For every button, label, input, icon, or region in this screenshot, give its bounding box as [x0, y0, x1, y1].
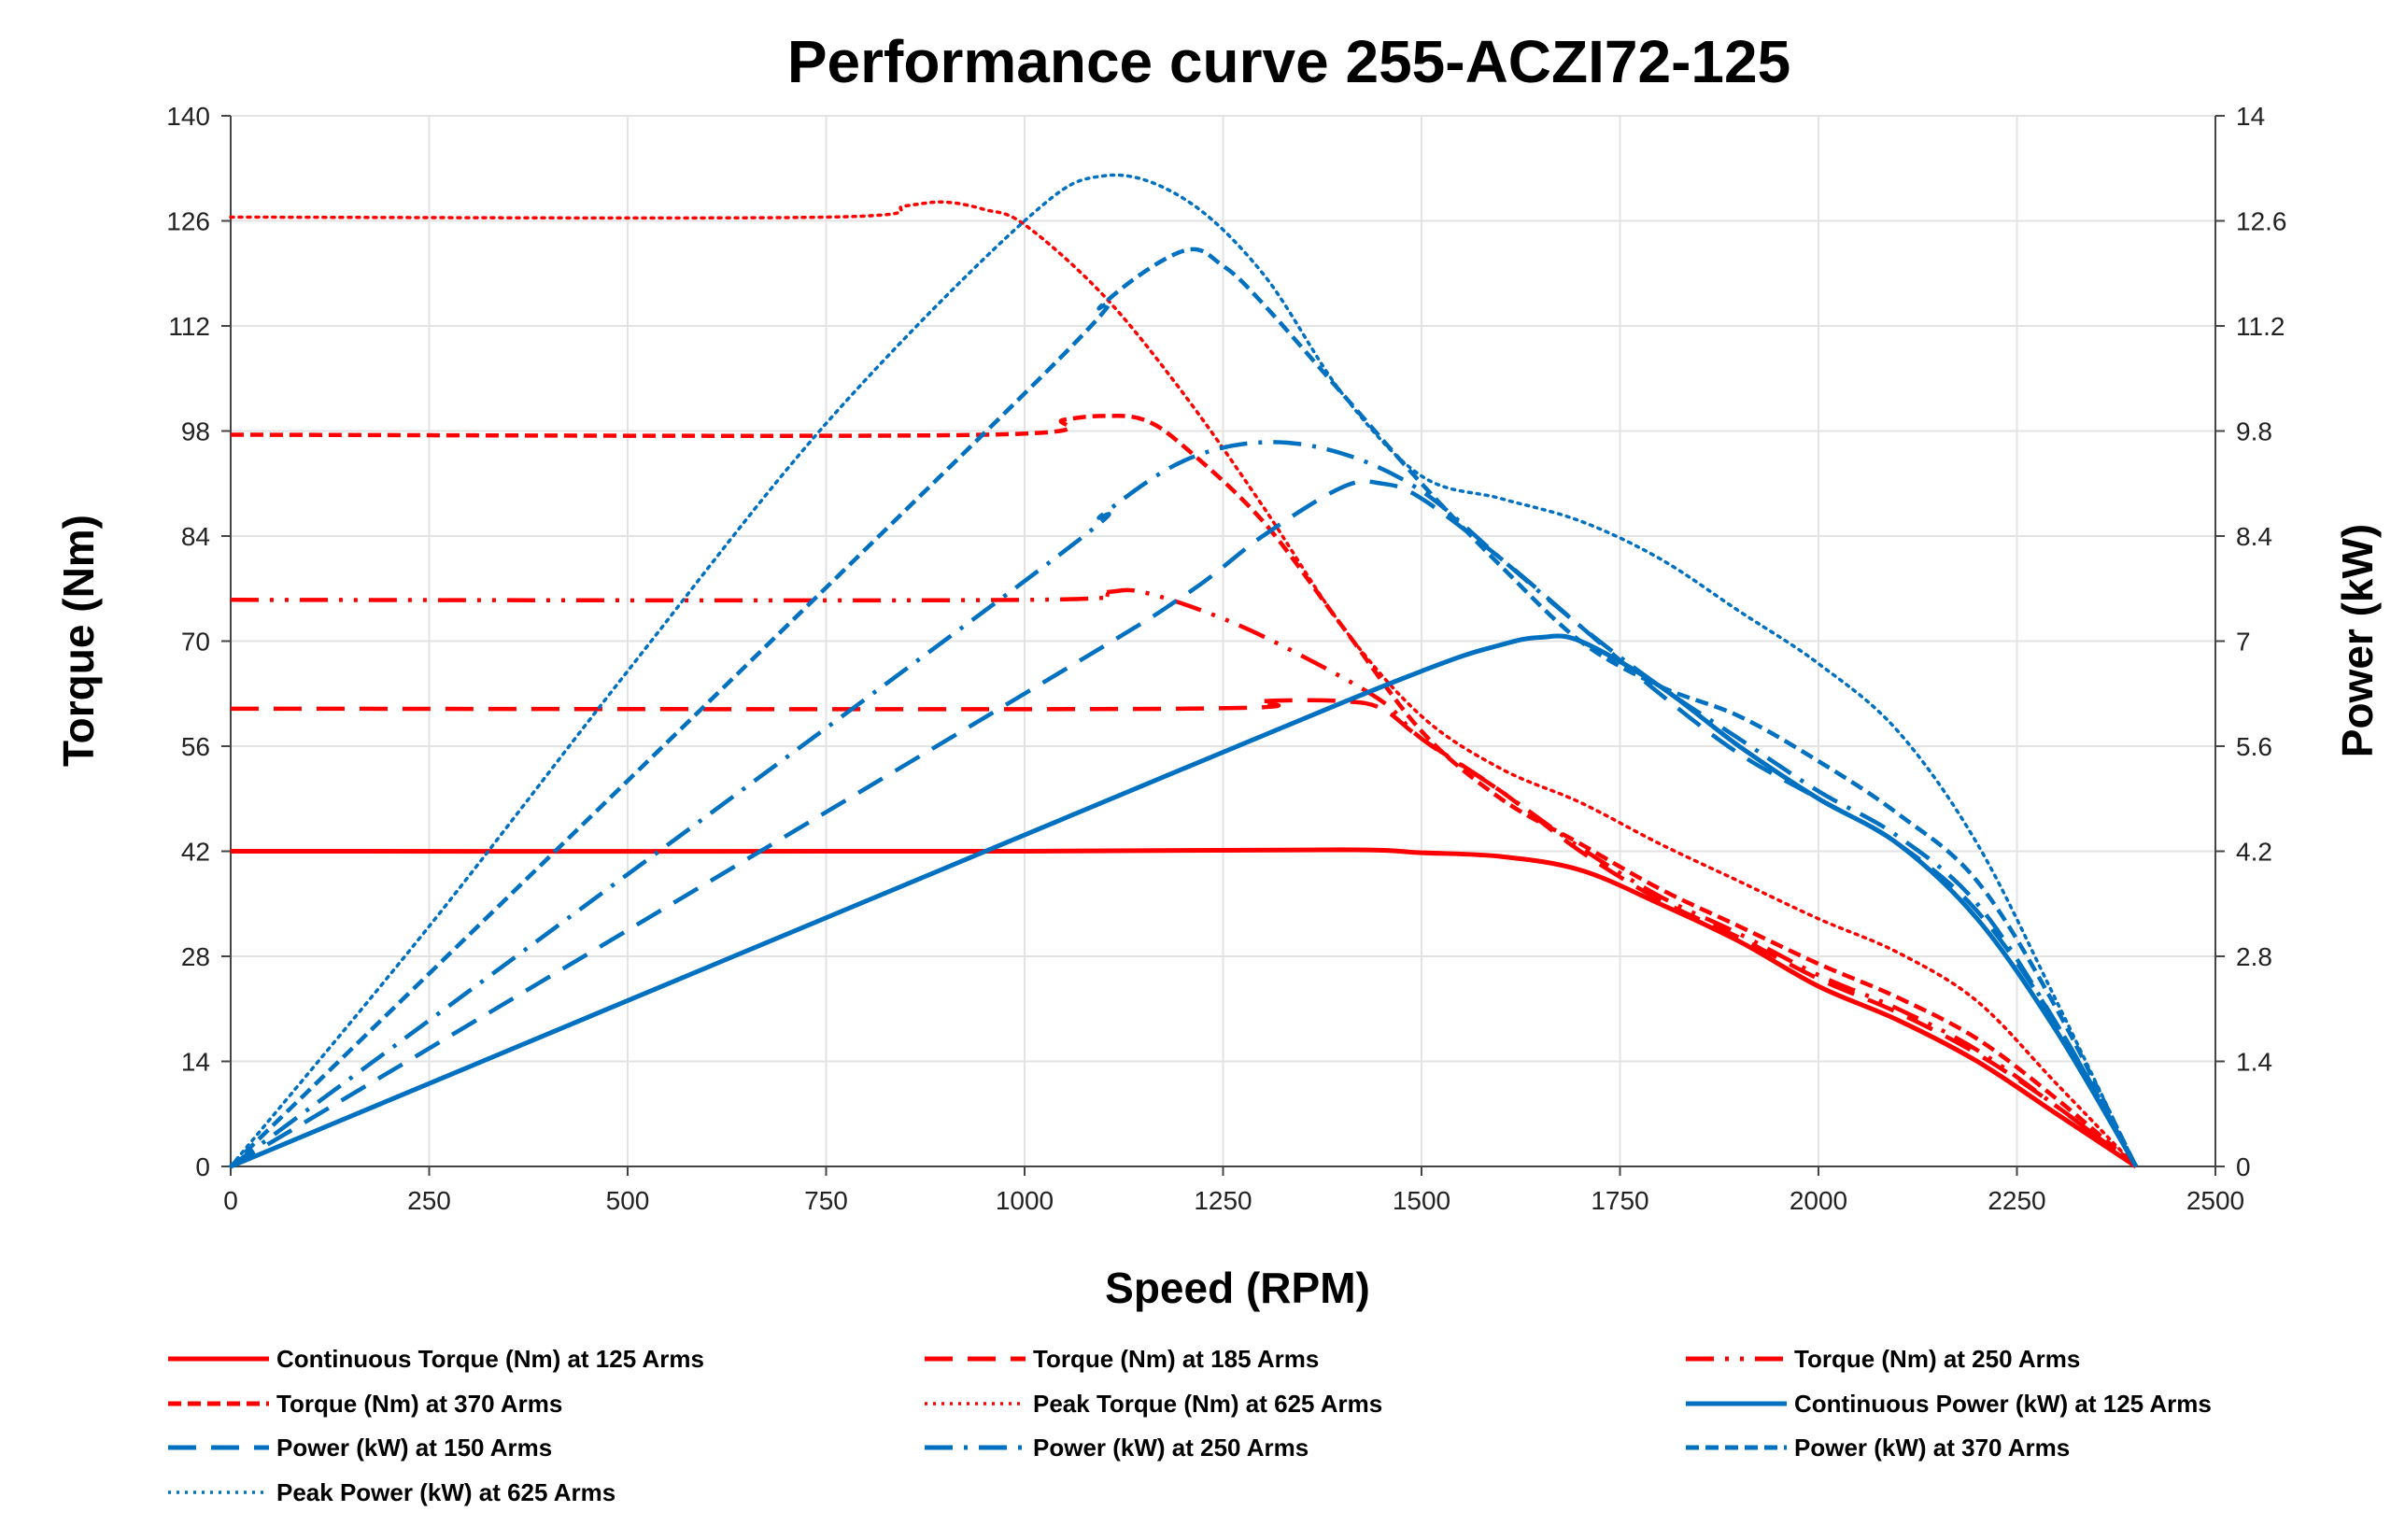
legend-item: Continuous Torque (Nm) at 125 Arms — [168, 1345, 704, 1373]
series-line-9 — [229, 247, 2139, 1168]
legend-label: Continuous Torque (Nm) at 125 Arms — [276, 1345, 704, 1373]
x-tick-label: 2500 — [2186, 1186, 2244, 1215]
x-tick-label: 750 — [804, 1186, 848, 1215]
legend-item: Peak Power (kW) at 625 Arms — [168, 1478, 615, 1506]
x-axis-title: Speed (RPM) — [1105, 1264, 1370, 1312]
legend-item: Power (kW) at 150 Arms — [168, 1434, 552, 1462]
legend-label: Peak Power (kW) at 625 Arms — [276, 1478, 615, 1506]
series-lines — [229, 173, 2139, 1169]
x-tick-label: 1250 — [1194, 1186, 1252, 1215]
y-left-tick-label: 98 — [181, 417, 210, 446]
legend-label: Power (kW) at 370 Arms — [1794, 1434, 2070, 1462]
series-line-5 — [229, 200, 2138, 1168]
y-left-tick-label: 14 — [181, 1048, 210, 1077]
legend-item: Torque (Nm) at 250 Arms — [1686, 1345, 2080, 1373]
x-tick-label: 2000 — [1790, 1186, 1847, 1215]
legend-label: Power (kW) at 250 Arms — [1033, 1434, 1309, 1462]
series-line-2 — [230, 698, 2138, 1168]
legend: Continuous Torque (Nm) at 125 Arms Torque… — [168, 1345, 2212, 1506]
series-line-10 — [229, 173, 2138, 1168]
y-right-axis-title: Power (kW) — [2333, 524, 2382, 757]
x-tick-label: 1750 — [1591, 1186, 1648, 1215]
y-right-tick-label: 12.6 — [2236, 207, 2287, 236]
y-right-tick-label: 5.6 — [2236, 732, 2272, 761]
y-left-tick-label: 28 — [181, 942, 210, 971]
y-left-tick-label: 0 — [195, 1152, 210, 1181]
y-right-tick-label: 4.2 — [2236, 838, 2272, 867]
legend-label: Torque (Nm) at 370 Arms — [276, 1390, 562, 1418]
x-tick-label: 1000 — [996, 1186, 1054, 1215]
series-line-8 — [229, 440, 2138, 1168]
y-left-tick-label: 112 — [168, 312, 210, 341]
y-right-tick-label: 0 — [2236, 1152, 2251, 1181]
y-left-tick-label: 70 — [181, 628, 210, 657]
x-tick-label: 2250 — [1988, 1186, 2045, 1215]
y-right-tick-label: 7 — [2236, 628, 2251, 657]
x-tick-label: 250 — [407, 1186, 451, 1215]
legend-label: Torque (Nm) at 185 Arms — [1033, 1345, 1319, 1373]
x-tick-label: 0 — [223, 1186, 238, 1215]
legend-label: Continuous Power (kW) at 125 Arms — [1794, 1390, 2212, 1418]
legend-item: Torque (Nm) at 370 Arms — [168, 1390, 562, 1418]
y-left-tick-label: 140 — [166, 102, 210, 131]
legend-label: Peak Torque (Nm) at 625 Arms — [1033, 1390, 1382, 1418]
y-right-tick-label: 14 — [2236, 102, 2265, 131]
chart-title: Performance curve 255-ACZI72-125 — [787, 28, 1790, 95]
y-left-tick-label: 84 — [181, 522, 210, 551]
series-line-1 — [230, 847, 2138, 1169]
legend-item: Power (kW) at 250 Arms — [925, 1434, 1309, 1462]
y-right-tick-label: 1.4 — [2236, 1048, 2272, 1077]
series-line-6 — [230, 633, 2139, 1169]
legend-item: Peak Torque (Nm) at 625 Arms — [925, 1390, 1382, 1418]
y-left-tick-label: 42 — [181, 838, 210, 867]
x-tick-label: 500 — [606, 1186, 650, 1215]
y-right-tick-label: 2.8 — [2236, 942, 2272, 971]
legend-item: Power (kW) at 370 Arms — [1686, 1434, 2070, 1462]
legend-label: Power (kW) at 150 Arms — [276, 1434, 552, 1462]
legend-item: Torque (Nm) at 185 Arms — [925, 1345, 1319, 1373]
y-left-axis-title: Torque (Nm) — [54, 515, 103, 767]
series-line-7 — [229, 479, 2138, 1168]
legend-item: Continuous Power (kW) at 125 Arms — [1686, 1390, 2212, 1418]
y-right-tick-label: 9.8 — [2236, 417, 2272, 446]
series-line-3 — [230, 587, 2138, 1168]
x-tick-label: 1500 — [1393, 1186, 1450, 1215]
legend-label: Torque (Nm) at 250 Arms — [1794, 1345, 2080, 1373]
series-line-4 — [230, 414, 2138, 1168]
y-right-tick-label: 11.2 — [2236, 312, 2285, 341]
y-left-tick-label: 126 — [166, 207, 210, 236]
y-left-tick-label: 56 — [181, 732, 210, 761]
y-right-tick-label: 8.4 — [2236, 522, 2272, 551]
